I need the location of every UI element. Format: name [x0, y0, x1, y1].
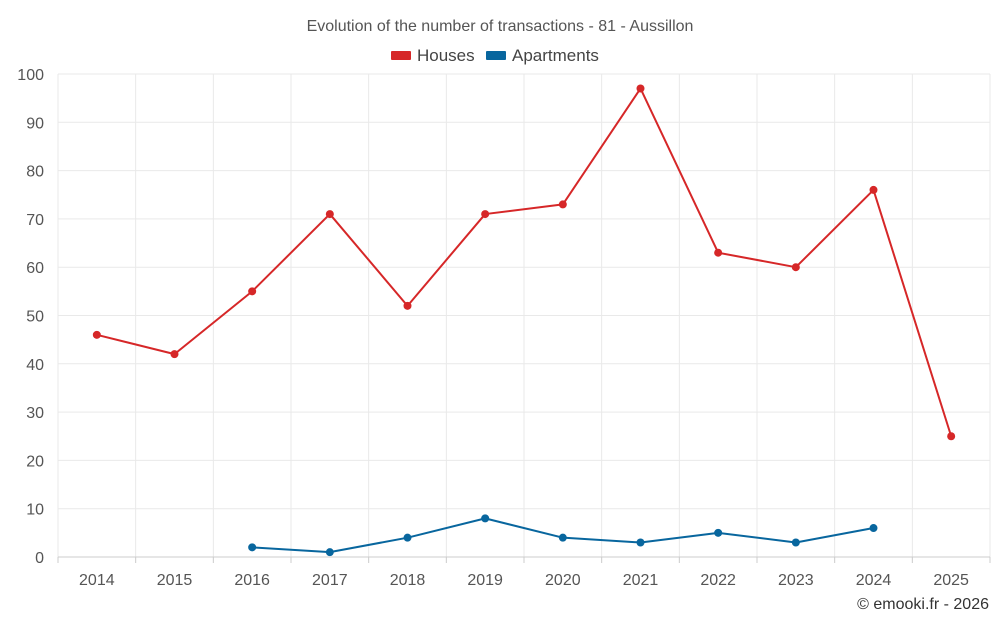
- data-point-apartments-2023[interactable]: [791, 538, 800, 547]
- series-apartments: [248, 514, 878, 557]
- x-tick-label: 2017: [312, 572, 348, 589]
- axes: 0 10 20 30 40 50 60 70 80 90 100 2014 2015 2016 2017 20…: [17, 67, 991, 589]
- series-layer: [92, 84, 956, 557]
- y-tick-label: 10: [26, 502, 44, 519]
- data-point-houses-2016[interactable]: [248, 287, 257, 296]
- x-tick-label: 2016: [234, 572, 270, 589]
- series-houses: [92, 84, 956, 441]
- legend-item-apartments[interactable]: Apartments: [486, 46, 599, 65]
- legend-label-houses: Houses: [417, 46, 475, 65]
- legend-item-houses[interactable]: Houses: [391, 46, 475, 65]
- chart-title: Evolution of the number of transactions …: [307, 18, 694, 35]
- y-tick-label: 100: [17, 67, 44, 84]
- y-tick-label: 50: [26, 309, 44, 326]
- data-point-houses-2022[interactable]: [714, 248, 723, 257]
- data-point-houses-2018[interactable]: [403, 301, 412, 310]
- data-point-apartments-2020[interactable]: [558, 533, 567, 542]
- x-tick-label: 2019: [467, 572, 503, 589]
- y-tick-label: 40: [26, 357, 44, 374]
- data-point-apartments-2022[interactable]: [714, 528, 723, 537]
- y-tick-label: 80: [26, 164, 44, 181]
- data-point-apartments-2016[interactable]: [248, 543, 257, 552]
- series-line-houses: [96, 87, 953, 437]
- x-tick-label: 2024: [856, 572, 892, 589]
- y-tick-label: 90: [26, 115, 44, 132]
- x-tick-label: 2014: [79, 572, 115, 589]
- x-tick-label: 2022: [700, 572, 736, 589]
- x-tick-label: 2020: [545, 572, 581, 589]
- data-point-apartments-2018[interactable]: [403, 533, 412, 542]
- credit-text: © emooki.fr - 2026: [857, 596, 989, 613]
- data-point-houses-2015[interactable]: [170, 350, 179, 359]
- x-tick-label: 2018: [390, 572, 426, 589]
- data-point-houses-2025[interactable]: [947, 432, 956, 441]
- data-point-houses-2017[interactable]: [325, 210, 334, 219]
- y-tick-label: 70: [26, 212, 44, 229]
- x-tick-label: 2023: [778, 572, 814, 589]
- data-point-houses-2021[interactable]: [636, 84, 645, 93]
- x-tick-label: 2025: [933, 572, 969, 589]
- legend-swatch-apartments: [486, 51, 506, 60]
- legend-label-apartments: Apartments: [512, 46, 599, 65]
- data-point-houses-2019[interactable]: [481, 210, 490, 219]
- data-point-apartments-2019[interactable]: [481, 514, 490, 523]
- x-tick-label: 2015: [157, 572, 193, 589]
- y-tick-label: 20: [26, 453, 44, 470]
- data-point-apartments-2024[interactable]: [869, 524, 878, 533]
- data-point-houses-2024[interactable]: [869, 185, 878, 194]
- data-point-apartments-2017[interactable]: [325, 548, 334, 557]
- legend-swatch-houses: [391, 51, 411, 60]
- data-point-houses-2014[interactable]: [92, 330, 101, 339]
- grid: [57, 73, 991, 558]
- y-tick-label: 0: [35, 550, 44, 567]
- legend: Houses Apartments: [391, 46, 599, 65]
- x-tick-label: 2021: [623, 572, 659, 589]
- data-point-houses-2023[interactable]: [791, 263, 800, 272]
- y-tick-label: 60: [26, 260, 44, 277]
- data-point-apartments-2021[interactable]: [636, 538, 645, 547]
- data-point-houses-2020[interactable]: [558, 200, 567, 209]
- y-tick-label: 30: [26, 405, 44, 422]
